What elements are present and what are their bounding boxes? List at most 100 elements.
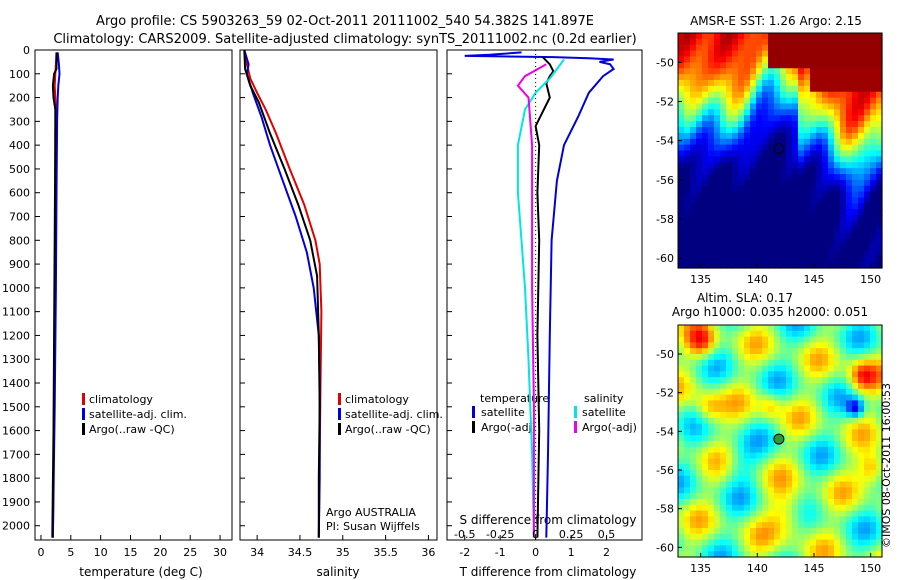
- heatmap-cell: [714, 528, 721, 535]
- heatmap-cell: [816, 256, 823, 263]
- heatmap-cell: [714, 504, 721, 512]
- map-y-tick-label: -50: [656, 56, 674, 69]
- heatmap-cell: [768, 232, 775, 240]
- heatmap-cell: [744, 516, 751, 523]
- heatmap-cell: [780, 38, 787, 46]
- heatmap-cell: [798, 417, 805, 425]
- heatmap-cell: [768, 487, 775, 494]
- heatmap-cell: [720, 168, 727, 175]
- heatmap-cell: [870, 510, 877, 517]
- heatmap-cell: [708, 429, 715, 436]
- heatmap-cell: [780, 481, 787, 488]
- heatmap-cell: [708, 68, 715, 75]
- heatmap-cell: [756, 388, 763, 396]
- heatmap-cell: [756, 226, 763, 234]
- heatmap-cell: [756, 545, 763, 552]
- heatmap-cell: [774, 221, 781, 228]
- heatmap-cell: [732, 441, 739, 448]
- heatmap-cell: [876, 493, 883, 500]
- heatmap-cell: [834, 185, 841, 193]
- heatmap-cell: [846, 464, 853, 471]
- heatmap-cell: [678, 209, 685, 216]
- heatmap-cell: [840, 215, 847, 222]
- heatmap-cell: [720, 221, 727, 228]
- heatmap-cell: [864, 150, 871, 157]
- heatmap-cell: [810, 185, 817, 193]
- heatmap-cell: [780, 365, 787, 372]
- heatmap-cell: [762, 365, 769, 372]
- heatmap-cell: [738, 50, 745, 58]
- y-tick-label: 100: [9, 68, 30, 81]
- heatmap-cell: [858, 121, 865, 128]
- heatmap-cell: [732, 56, 739, 63]
- heatmap-cell: [864, 400, 871, 407]
- heatmap-cell: [810, 435, 817, 442]
- heatmap-cell: [858, 238, 865, 246]
- heatmap-cell: [696, 162, 703, 169]
- heatmap-cell: [756, 203, 763, 210]
- heatmap-cell: [864, 412, 871, 419]
- heatmap-cell: [720, 510, 727, 517]
- heatmap-cell: [738, 412, 745, 419]
- t-difference-x-label: T difference from climatology: [459, 565, 637, 579]
- heatmap-cell: [792, 516, 799, 523]
- heatmap-cell: [834, 121, 841, 128]
- heatmap-cell: [690, 388, 697, 396]
- heatmap-cell: [726, 336, 733, 343]
- heatmap-cell: [792, 493, 799, 500]
- heatmap-cell: [852, 221, 859, 228]
- heatmap-cell: [846, 50, 853, 58]
- heatmap-cell: [762, 464, 769, 471]
- heatmap-cell: [840, 197, 847, 204]
- heatmap-cell: [792, 97, 799, 105]
- heatmap-cell: [726, 539, 733, 546]
- heatmap-cell: [870, 383, 877, 390]
- heatmap-cell: [744, 97, 751, 105]
- heatmap-cell: [864, 423, 871, 430]
- heatmap-cell: [708, 406, 715, 413]
- heatmap-cell: [786, 383, 793, 390]
- heatmap-cell: [702, 354, 709, 361]
- heatmap-cell: [864, 522, 871, 529]
- heatmap-cell: [876, 470, 883, 477]
- heatmap-cell: [858, 226, 865, 234]
- heatmap-cell: [798, 325, 805, 332]
- heatmap-cell: [756, 330, 763, 338]
- heatmap-cell: [858, 109, 865, 116]
- heatmap-cell: [834, 221, 841, 228]
- heatmap-cell: [690, 127, 697, 134]
- heatmap-cell: [684, 371, 691, 378]
- heatmap-cell: [828, 185, 835, 193]
- heatmap-cell: [828, 528, 835, 535]
- heatmap-cell: [780, 441, 787, 448]
- heatmap-cell: [720, 388, 727, 396]
- map-y-tick-label: -56: [656, 174, 674, 187]
- heatmap-cell: [714, 510, 721, 517]
- heatmap-cell: [876, 203, 883, 210]
- heatmap-cell: [690, 510, 697, 517]
- heatmap-cell: [738, 144, 745, 152]
- heatmap-cell: [798, 179, 805, 187]
- heatmap-cell: [768, 394, 775, 401]
- heatmap-cell: [744, 68, 751, 75]
- heatmap-cell: [810, 191, 817, 199]
- heatmap-cell: [780, 203, 787, 210]
- heatmap-cell: [858, 371, 865, 378]
- heatmap-cell: [714, 365, 721, 372]
- heatmap-cell: [798, 56, 805, 63]
- heatmap-cell: [762, 132, 769, 140]
- heatmap-cell: [756, 354, 763, 361]
- heatmap-cell: [732, 539, 739, 546]
- heatmap-cell: [762, 256, 769, 263]
- heatmap-cell: [798, 232, 805, 240]
- heatmap-cell: [780, 138, 787, 146]
- heatmap-cell: [774, 62, 781, 69]
- heatmap-cell: [756, 50, 763, 58]
- heatmap-cell: [720, 470, 727, 477]
- heatmap-cell: [876, 354, 883, 361]
- heatmap-cell: [678, 458, 685, 465]
- heatmap-cell: [810, 250, 817, 257]
- heatmap-cell: [768, 197, 775, 204]
- heatmap-cell: [786, 354, 793, 361]
- heatmap-cell: [690, 470, 697, 477]
